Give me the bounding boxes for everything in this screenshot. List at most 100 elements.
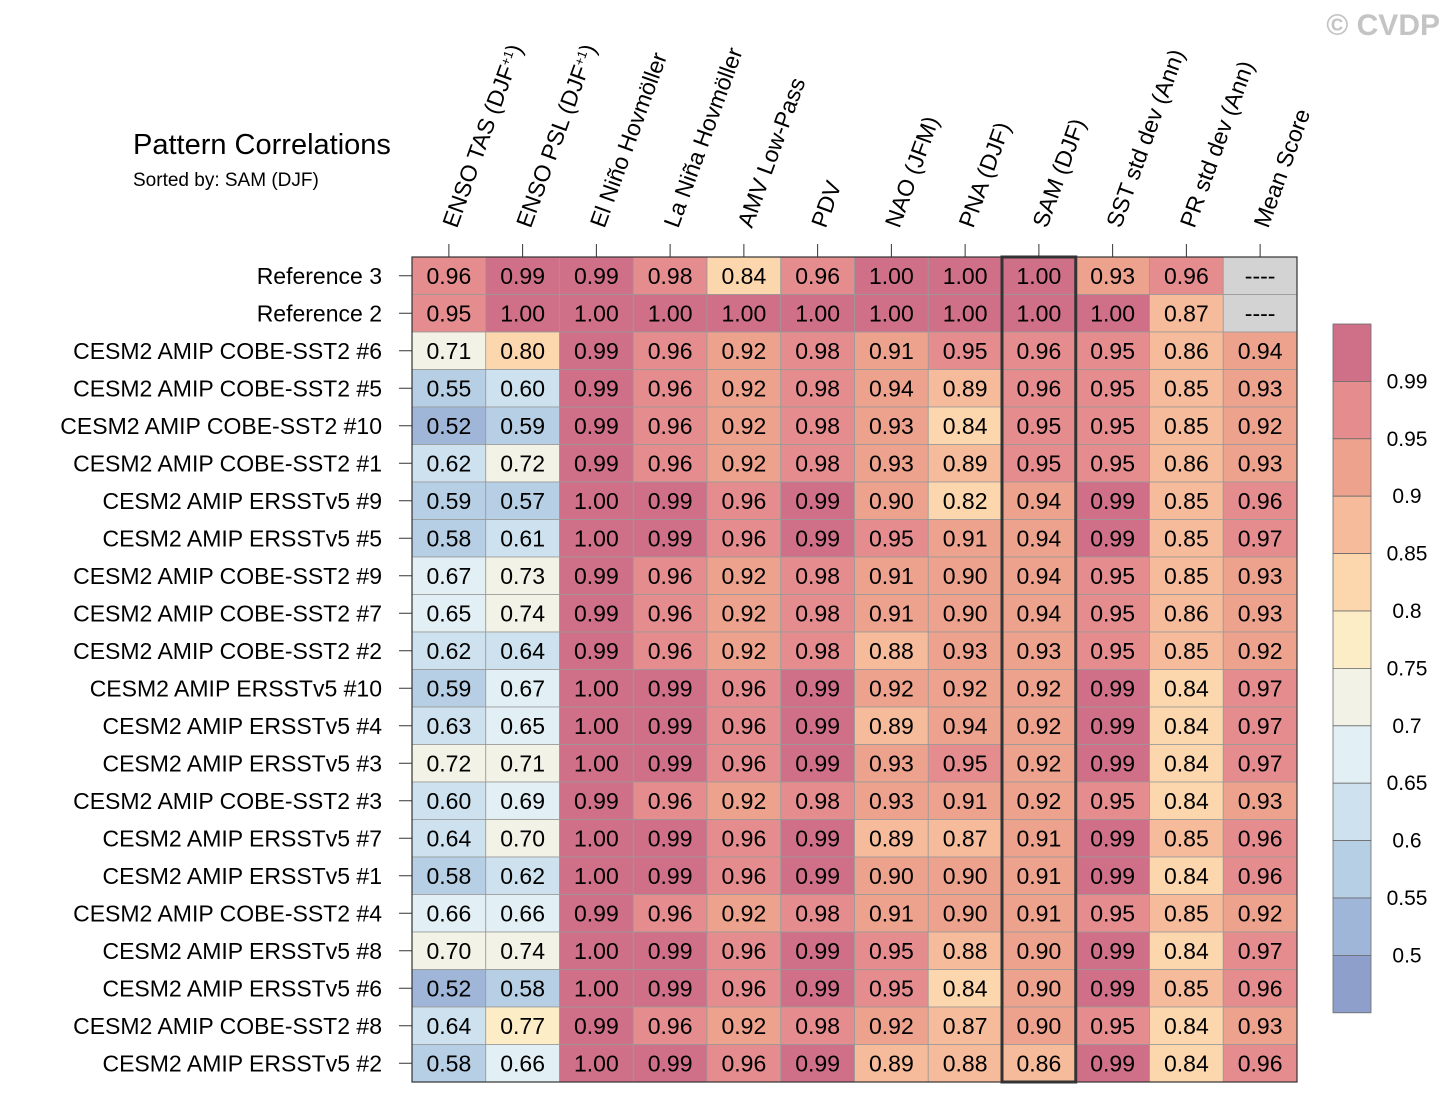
cell-value: 0.66 xyxy=(500,1050,545,1076)
cell-value: 0.99 xyxy=(648,975,693,1001)
heatmap-cell xyxy=(706,519,782,558)
heatmap-cell xyxy=(1149,1006,1224,1045)
heatmap-cell xyxy=(854,631,929,670)
heatmap-cell xyxy=(706,369,782,408)
cell-value: 0.91 xyxy=(869,338,914,364)
heatmap-cell xyxy=(706,481,782,520)
cell-value: 0.99 xyxy=(574,600,619,626)
cell-value: 0.99 xyxy=(1090,938,1135,964)
heatmap-cell xyxy=(485,594,560,633)
heatmap-cell xyxy=(1222,1006,1298,1045)
cell-value: 0.96 xyxy=(648,638,693,664)
column-label: ENSO PSL (DJF+1) xyxy=(511,41,601,231)
heatmap-cell xyxy=(854,1044,929,1083)
row-label: CESM2 AMIP ERSSTv5 #8 xyxy=(102,938,382,964)
heatmap-cell xyxy=(1001,894,1077,933)
heatmap-cell xyxy=(632,369,708,408)
colorbar-label: 0.85 xyxy=(1387,543,1428,566)
cell-value: 0.98 xyxy=(795,563,840,589)
heatmap-cell xyxy=(706,744,782,783)
cell-value: 0.80 xyxy=(500,338,545,364)
heatmap-cell xyxy=(780,369,855,408)
cell-value: 0.95 xyxy=(1090,563,1135,589)
cell-value: 1.00 xyxy=(574,675,619,701)
heatmap-cell xyxy=(632,969,708,1008)
cell-value: 0.70 xyxy=(500,825,545,851)
heatmap-cell xyxy=(1222,856,1298,895)
cell-value: 1.00 xyxy=(574,975,619,1001)
cell-value: 0.91 xyxy=(869,600,914,626)
heatmap-cell xyxy=(1149,519,1224,558)
cell-value: 1.00 xyxy=(574,750,619,776)
cell-value: 0.93 xyxy=(1238,563,1283,589)
heatmap-cell xyxy=(1222,781,1298,820)
cell-value: 0.84 xyxy=(1164,1050,1209,1076)
heatmap-cell xyxy=(780,594,855,633)
colorbar-label: 0.9 xyxy=(1392,485,1421,508)
heatmap-cell xyxy=(706,406,782,445)
cell-value: 0.96 xyxy=(1238,825,1283,851)
cell-value: 0.55 xyxy=(426,375,471,401)
heatmap-cell xyxy=(485,669,560,708)
cell-value: 0.96 xyxy=(648,563,693,589)
cell-value: 1.00 xyxy=(943,300,988,326)
cell-value: 0.99 xyxy=(574,638,619,664)
cell-value: 0.89 xyxy=(943,450,988,476)
heatmap-cell xyxy=(854,594,929,633)
row-label: Reference 3 xyxy=(257,263,382,289)
cell-value: 0.88 xyxy=(943,938,988,964)
cell-value: 0.66 xyxy=(500,900,545,926)
cell-value: 0.99 xyxy=(648,938,693,964)
cell-value: 0.96 xyxy=(1016,338,1061,364)
heatmap-cell xyxy=(706,856,782,895)
row-label: CESM2 AMIP COBE-SST2 #4 xyxy=(73,900,382,926)
cell-value: 0.95 xyxy=(1090,788,1135,814)
heatmap-cell xyxy=(1222,669,1298,708)
cell-value: 0.99 xyxy=(795,825,840,851)
cell-value: 0.90 xyxy=(1016,938,1061,964)
cell-value: 0.58 xyxy=(500,975,545,1001)
heatmap-cell xyxy=(854,744,929,783)
colorbar-label: 0.99 xyxy=(1387,370,1428,393)
cell-value: 0.87 xyxy=(943,825,988,851)
cell-value: 0.99 xyxy=(795,863,840,889)
heatmap-cell xyxy=(927,819,1003,858)
heatmap-cell xyxy=(780,744,855,783)
cell-value: 1.00 xyxy=(721,300,766,326)
cell-value: 0.94 xyxy=(1238,338,1283,364)
row-label: CESM2 AMIP COBE-SST2 #9 xyxy=(73,563,382,589)
heatmap-cell xyxy=(854,894,929,933)
heatmap-cell xyxy=(559,819,634,858)
cell-value: 0.65 xyxy=(500,713,545,739)
cell-value: 1.00 xyxy=(869,263,914,289)
heatmap-cell xyxy=(1222,894,1298,933)
cell-value: 0.99 xyxy=(648,713,693,739)
cell-value: 0.72 xyxy=(500,450,545,476)
heatmap-cell xyxy=(485,894,560,933)
cell-value: 0.57 xyxy=(500,488,545,514)
cell-value: 1.00 xyxy=(795,300,840,326)
cell-value: 0.92 xyxy=(721,1013,766,1039)
cell-value: 0.92 xyxy=(721,788,766,814)
cell-value: 0.99 xyxy=(574,900,619,926)
cell-value: 1.00 xyxy=(574,863,619,889)
colorbar-box xyxy=(1332,610,1372,669)
cell-value: 0.69 xyxy=(500,788,545,814)
cell-value: 0.91 xyxy=(869,563,914,589)
cell-value: 0.94 xyxy=(1016,525,1061,551)
heatmap-cell xyxy=(1075,1044,1150,1083)
cell-value: 0.99 xyxy=(1090,863,1135,889)
heatmap-cell xyxy=(927,519,1003,558)
heatmap-cell xyxy=(927,669,1003,708)
cell-value: 0.84 xyxy=(1164,938,1209,964)
cell-value: 0.99 xyxy=(795,525,840,551)
cell-value: 1.00 xyxy=(648,300,693,326)
cell-value: 0.99 xyxy=(795,938,840,964)
cell-value: 0.96 xyxy=(426,263,471,289)
heatmap-cell xyxy=(632,481,708,520)
cell-value: 0.84 xyxy=(943,975,988,1001)
cell-value: 0.96 xyxy=(721,713,766,739)
heatmap-cell xyxy=(780,781,855,820)
cell-value: 0.94 xyxy=(1016,600,1061,626)
cell-value: 0.88 xyxy=(869,638,914,664)
